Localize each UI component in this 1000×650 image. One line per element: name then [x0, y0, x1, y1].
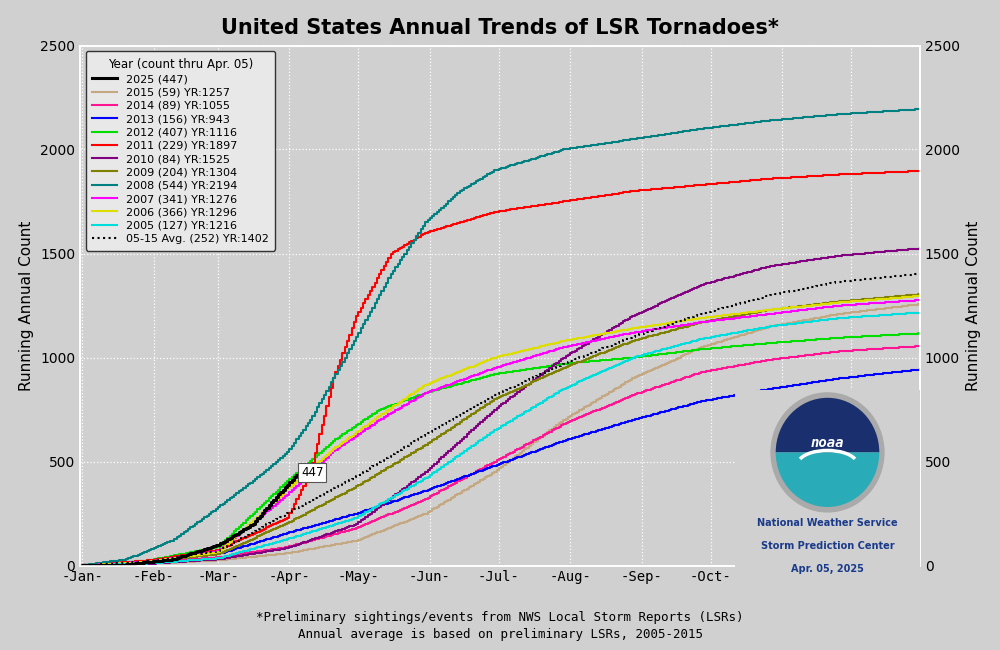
Text: 447: 447 [301, 465, 323, 478]
Text: National Weather Service: National Weather Service [757, 517, 898, 528]
Title: United States Annual Trends of LSR Tornadoes*: United States Annual Trends of LSR Torna… [221, 18, 779, 38]
Wedge shape [776, 398, 879, 452]
Circle shape [771, 393, 884, 512]
Text: Storm Prediction Center: Storm Prediction Center [761, 541, 894, 551]
Text: Apr. 05, 2025: Apr. 05, 2025 [791, 564, 864, 575]
Legend: 2025 (447), 2015 (59) YR:1257, 2014 (89) YR:1055, 2013 (156) YR:943, 2012 (407) : 2025 (447), 2015 (59) YR:1257, 2014 (89)… [86, 51, 275, 251]
Y-axis label: Running Annual Count: Running Annual Count [19, 220, 34, 391]
Wedge shape [776, 452, 879, 507]
Text: Annual average is based on preliminary LSRs, 2005-2015: Annual average is based on preliminary L… [298, 629, 702, 642]
Text: noaa: noaa [811, 436, 844, 450]
FancyBboxPatch shape [735, 390, 920, 585]
Y-axis label: Running Annual Count: Running Annual Count [966, 220, 981, 391]
Text: *Preliminary sightings/events from NWS Local Storm Reports (LSRs): *Preliminary sightings/events from NWS L… [256, 612, 744, 625]
